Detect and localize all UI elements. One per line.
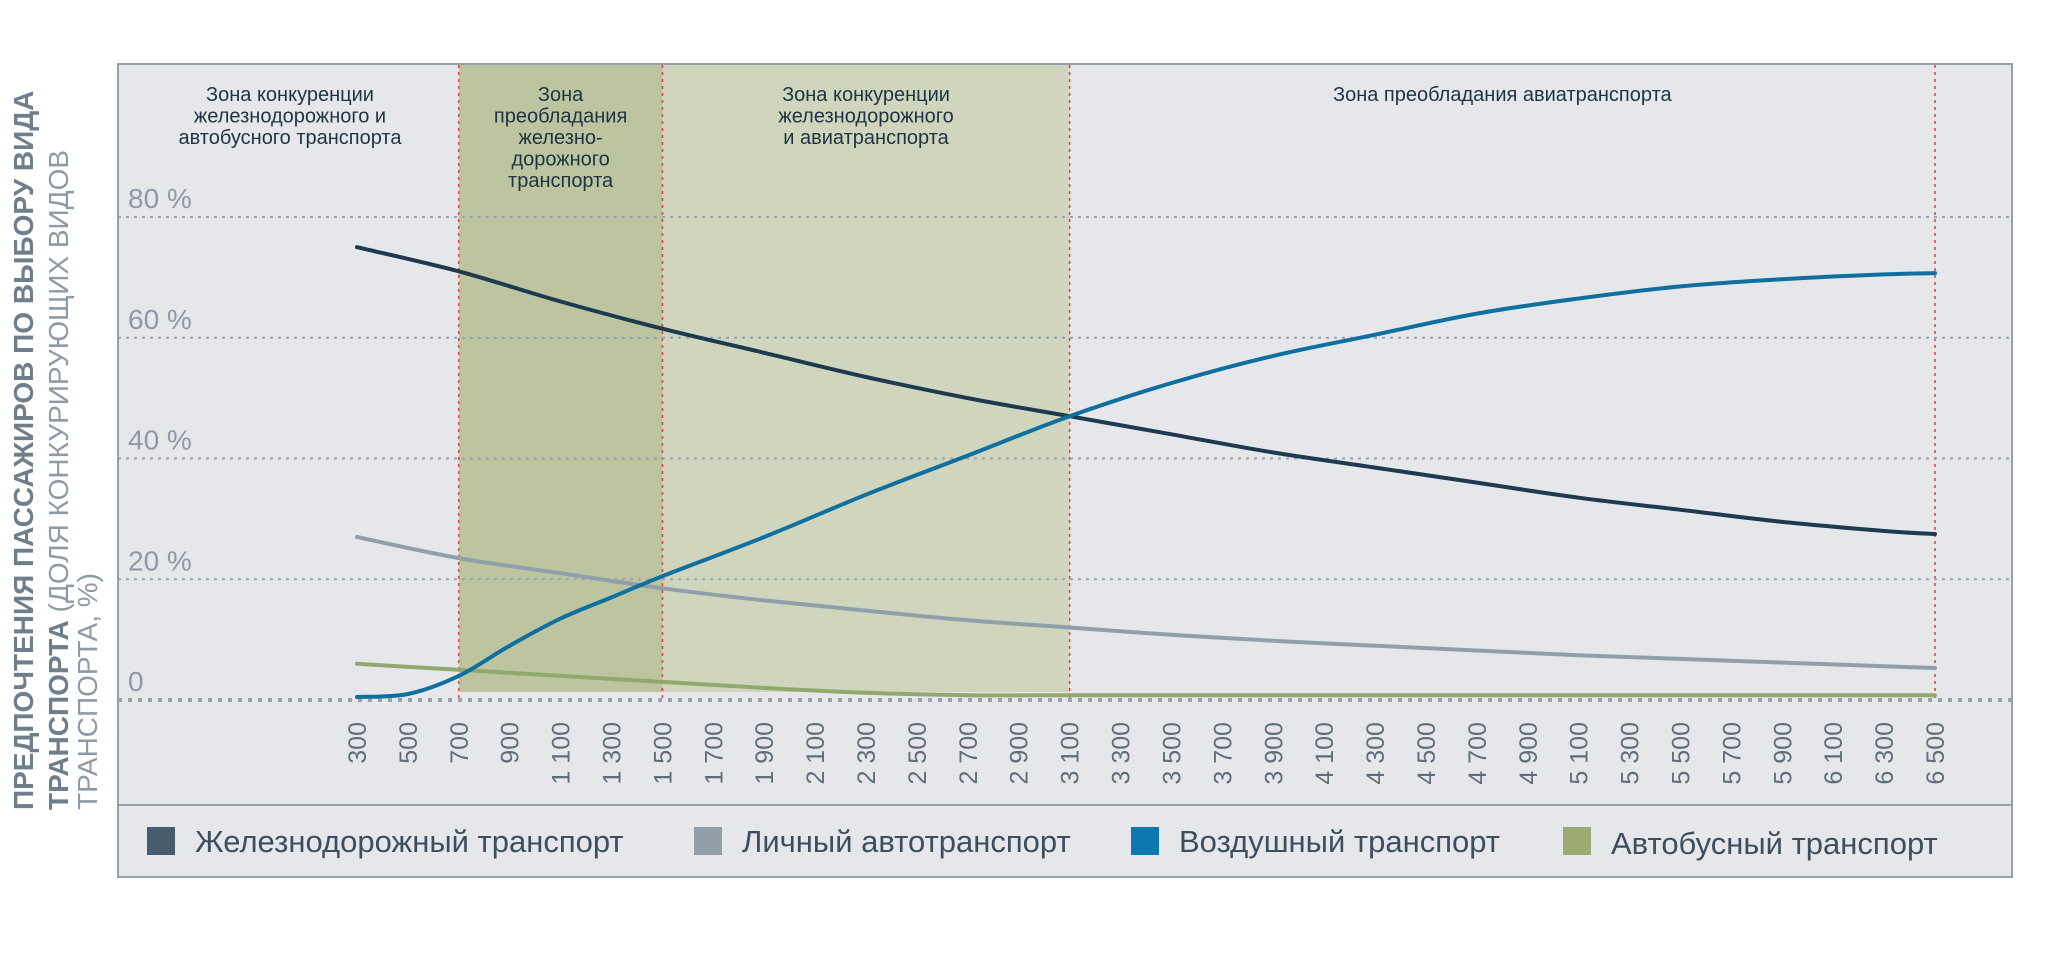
x-tick-label-1: 500 [395, 722, 423, 764]
x-tick-label-13: 2 900 [1006, 722, 1034, 785]
legend-item-3: Автобусный транспорт [1563, 826, 1938, 861]
y-tick-label-60: 60 % [128, 304, 192, 335]
x-tick-label-26: 5 500 [1668, 722, 1696, 785]
legend-label-0: Железнодорожный транспорт [195, 824, 624, 859]
legend-label-3: Автобусный транспорт [1611, 826, 1938, 861]
series-line-3 [355, 661, 1937, 698]
x-tick-label-0: 300 [344, 722, 372, 764]
x-tick-label-11: 2 500 [904, 722, 932, 785]
zone-label-0-line-0: Зона конкуренции [206, 84, 374, 106]
legend-label-2: Воздушный транспорт [1179, 824, 1500, 859]
series-line-0 [355, 245, 1937, 536]
x-tick-label-29: 6 100 [1820, 722, 1848, 785]
legend-item-1: Личный автотранспорт [694, 824, 1071, 859]
y-tick-label-0: 0 [128, 666, 144, 697]
legend-label-1: Личный автотранспорт [742, 824, 1071, 859]
y-title-line-1: ПРЕДПОЧТЕНИЯ ПАССАЖИРОВ ПО ВЫБОРУ ВИДА [8, 91, 39, 810]
zone-label-2-line-0: Зона конкуренции [782, 84, 950, 106]
x-tick-label-15: 3 300 [1108, 722, 1136, 785]
legend-item-2: Воздушный транспорт [1131, 824, 1500, 859]
zone-label-1-line-1: преобладания [494, 106, 627, 128]
x-tick-label-23: 4 900 [1515, 722, 1543, 785]
y-title-line-2: ТРАНСПОРТА (ДОЛЯ КОНКУРИРУЮЩИХ ВИДОВ [43, 150, 74, 810]
x-tick-label-7: 1 700 [700, 722, 728, 785]
x-tick-label-28: 5 900 [1769, 722, 1797, 785]
legend-item-0: Железнодорожный транспорт [147, 824, 624, 859]
x-tick-label-4: 1 100 [548, 722, 576, 785]
zone-label-2-line-1: железнодорожного [778, 106, 953, 128]
zone-label-2-line-2: и авиатранспорта [783, 127, 949, 149]
zone-label-3-line-0: Зона преобладания авиатранспорта [1333, 84, 1673, 106]
zone-label-0-line-2: автобусного транспорта [178, 127, 402, 149]
grid-layer [118, 216, 2012, 702]
series-layer [355, 245, 1937, 699]
x-tick-label-3: 900 [497, 722, 525, 764]
legend: Железнодорожный транспорт Личный автотран… [147, 824, 1938, 861]
y-title-light-part-1: (ДОЛЯ КОНКУРИРУЮЩИХ ВИДОВ [43, 150, 74, 613]
series-line-2 [355, 271, 1937, 699]
legend-swatch-2 [1131, 827, 1159, 855]
zone-label-0-line-1: железнодорожного и [194, 106, 386, 128]
y-tick-label-40: 40 % [128, 425, 192, 456]
x-tick-label-31: 6 500 [1922, 722, 1950, 785]
zone-label-1-line-0: Зона [538, 84, 584, 106]
zone-fill-1 [458, 65, 663, 692]
x-tick-label-8: 1 900 [751, 722, 779, 785]
x-tick-label-5: 1 300 [599, 722, 627, 785]
x-tick-label-19: 4 100 [1311, 722, 1339, 785]
zone-label-1-line-4: транспорта [508, 170, 614, 192]
x-tick-label-24: 5 100 [1566, 722, 1594, 785]
x-tick-label-10: 2 300 [853, 722, 881, 785]
x-tick-label-14: 3 100 [1057, 722, 1085, 785]
y-tick-label-80: 80 % [128, 183, 192, 214]
y-title-bold-part: ТРАНСПОРТА [43, 612, 74, 810]
x-tick-label-22: 4 700 [1464, 722, 1492, 785]
zone-label-1-line-2: железно- [519, 127, 603, 149]
x-tick-label-12: 2 700 [955, 722, 983, 785]
tick-layer: 0 20 % 40 % 60 % 80 % 300 500 700 900 1 100 1 300 1… [128, 183, 1950, 785]
x-tick-label-25: 5 300 [1617, 722, 1645, 785]
x-tick-label-20: 4 300 [1362, 722, 1390, 785]
x-tick-label-18: 3 900 [1260, 722, 1288, 785]
zone-label-1-line-3: дорожного [511, 149, 609, 171]
y-title-line-3: ТРАНСПОРТА, %) [72, 573, 103, 810]
x-tick-label-17: 3 700 [1209, 722, 1237, 785]
legend-swatch-3 [1563, 827, 1591, 855]
series-line-1 [355, 535, 1937, 670]
y-axis-title: ПРЕДПОЧТЕНИЯ ПАССАЖИРОВ ПО ВЫБОРУ ВИДА ТР… [8, 91, 103, 810]
x-tick-label-6: 1 500 [649, 722, 677, 785]
x-tick-label-30: 6 300 [1871, 722, 1899, 785]
x-tick-label-16: 3 500 [1159, 722, 1187, 785]
x-tick-label-27: 5 700 [1718, 722, 1746, 785]
x-tick-label-9: 2 100 [802, 722, 830, 785]
y-tick-label-20: 20 % [128, 545, 192, 576]
legend-swatch-0 [147, 827, 175, 855]
x-tick-label-2: 700 [446, 722, 474, 764]
legend-swatch-1 [694, 827, 722, 855]
x-tick-label-21: 4 500 [1413, 722, 1441, 785]
